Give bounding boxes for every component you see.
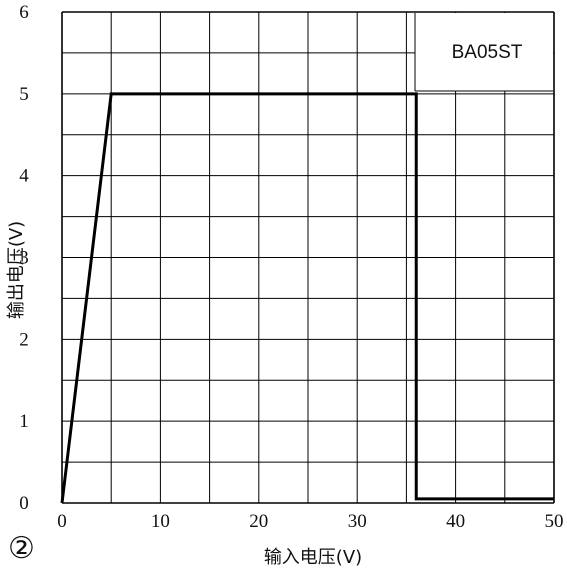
x-tick-label: 0 — [57, 511, 67, 532]
y-tick-label: 1 — [19, 411, 29, 432]
y-tick-label: 5 — [19, 84, 29, 105]
x-tick-label: 40 — [446, 511, 465, 532]
y-tick-label: 6 — [19, 2, 29, 23]
annotation-label: BA05ST — [452, 42, 523, 63]
x-tick-labels: 0 10 20 30 40 50 — [57, 511, 563, 532]
y-tick-label: 3 — [19, 248, 29, 269]
x-tick-label: 10 — [151, 511, 170, 532]
annotation-box — [415, 13, 553, 91]
y-tick-label: 0 — [19, 493, 29, 514]
x-axis-title: 输入电压(V) — [264, 547, 362, 568]
x-tick-label: 50 — [545, 511, 564, 532]
y-axis-title: 输出电压(V) — [6, 221, 27, 319]
x-tick-label: 30 — [348, 511, 367, 532]
y-tick-labels: 0 1 2 3 4 5 6 — [19, 2, 29, 514]
x-tick-label: 20 — [249, 511, 268, 532]
y-tick-label: 2 — [19, 329, 29, 350]
y-tick-label: 4 — [19, 166, 29, 187]
figure-marker: ② — [8, 531, 35, 566]
series-line — [60, 92, 554, 504]
